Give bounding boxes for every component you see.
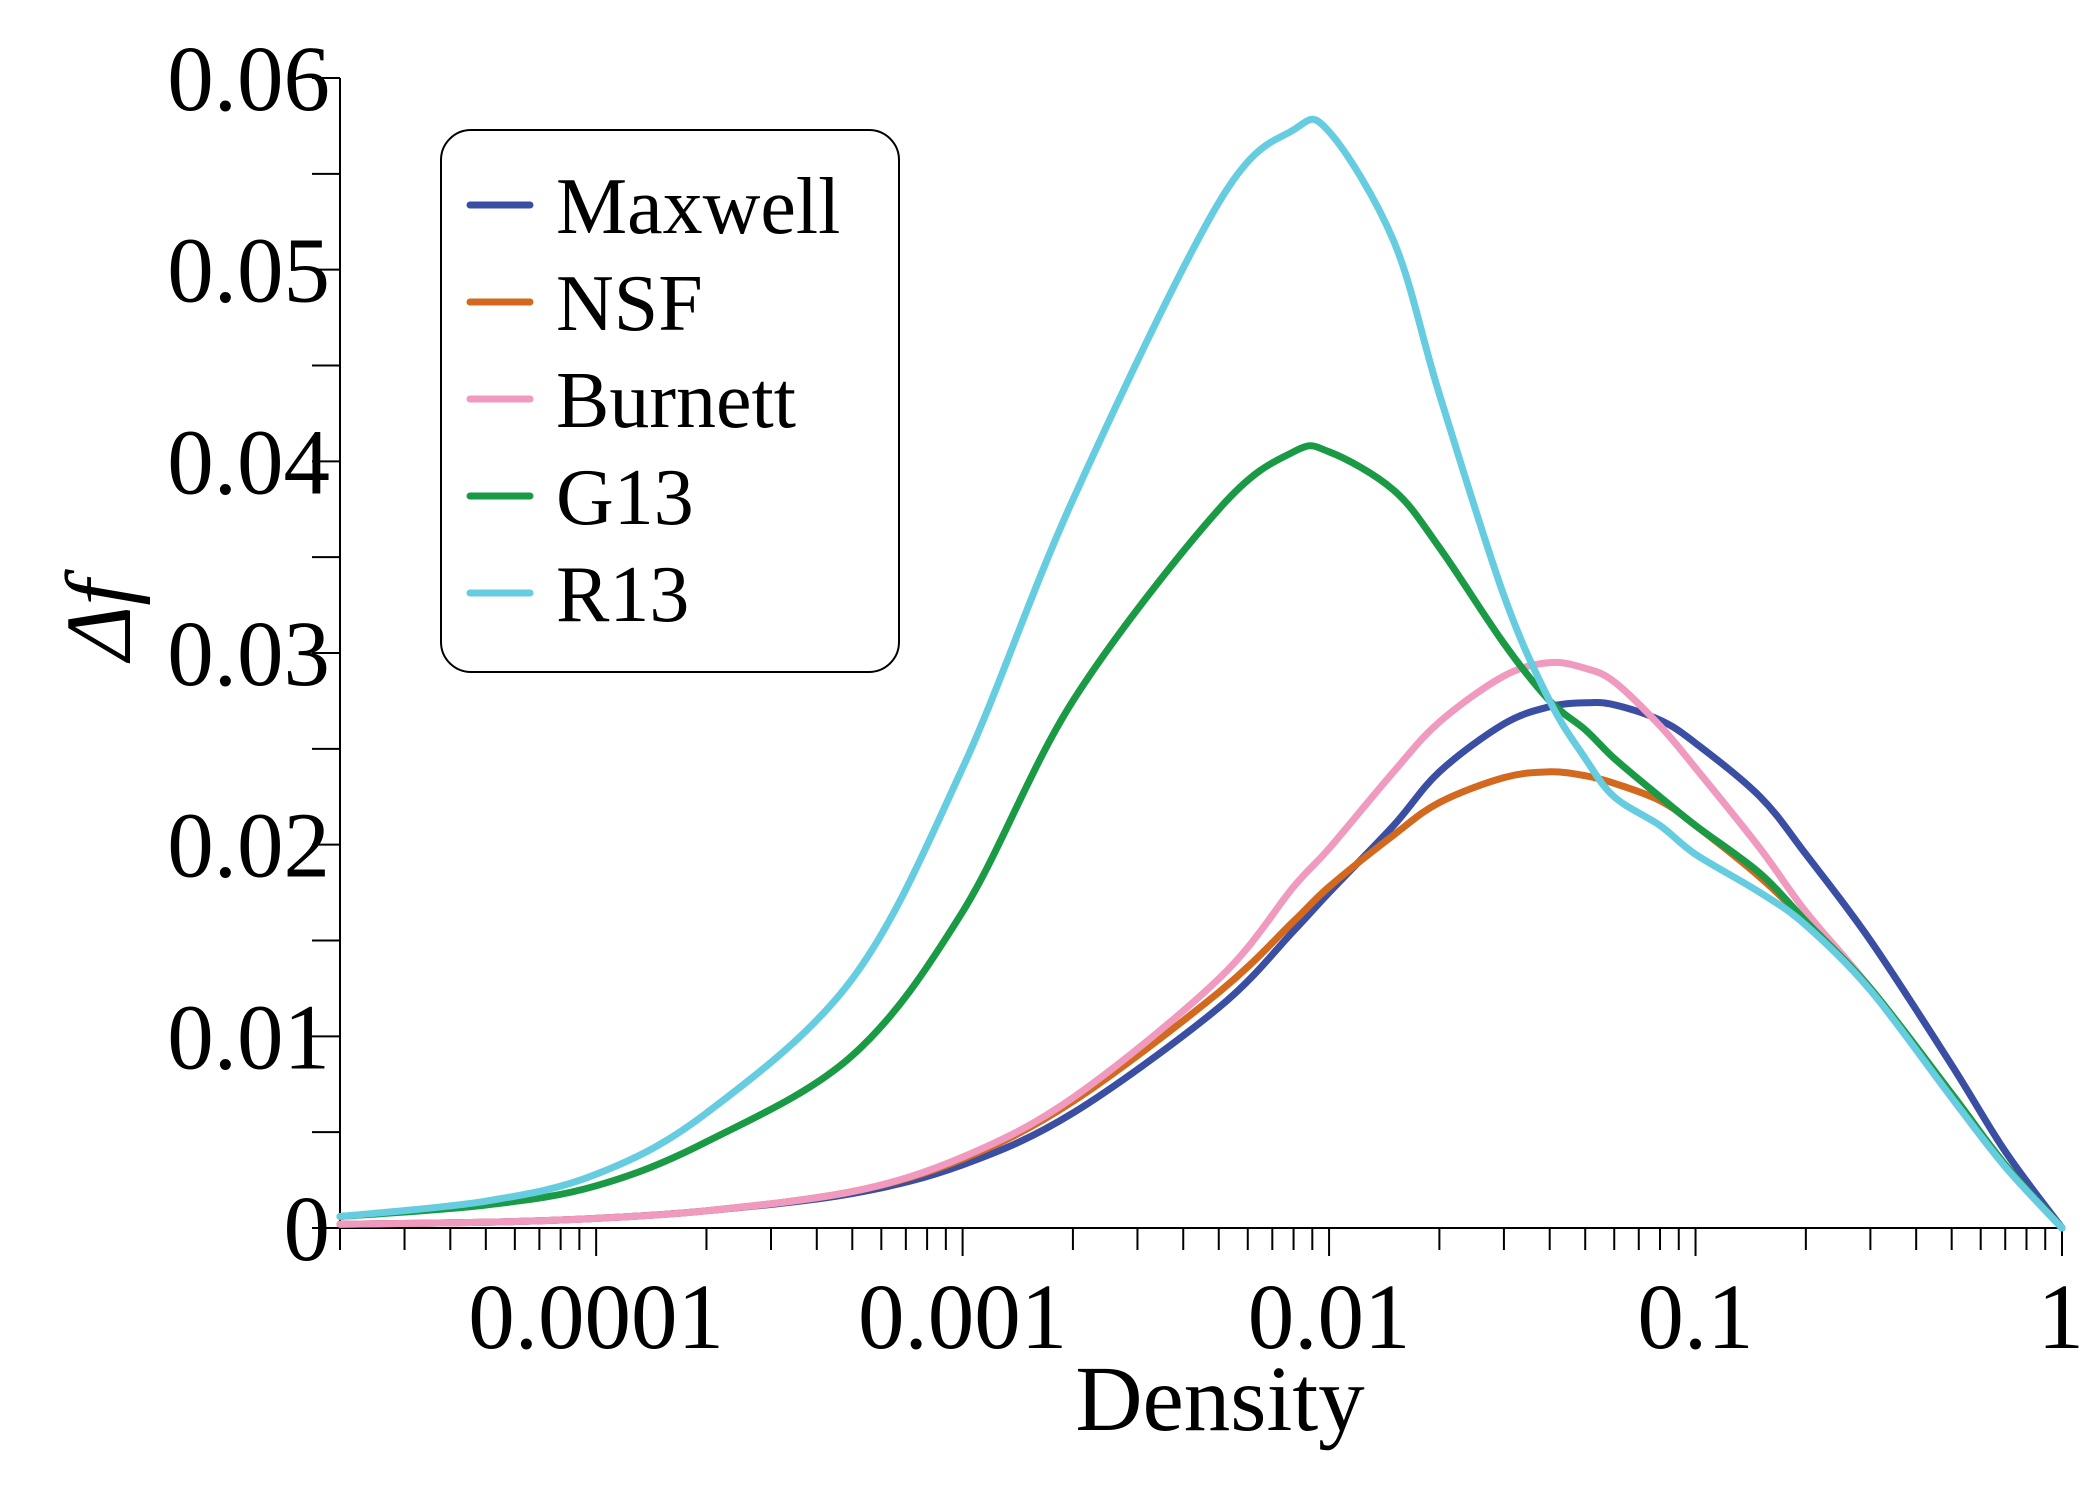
x-tick-label: 0.0001: [468, 1266, 724, 1369]
y-ticks: 0 0.01 0.02 0.03 0.04 0.05 0.06: [167, 28, 340, 1281]
x-tick-label: 0.01: [1248, 1266, 1411, 1369]
legend: Maxwell NSF Burnett G13 R13: [440, 129, 900, 673]
x-ticks: 0.0001 0.001 0.01 0.1 1: [339, 1228, 2082, 1369]
series-line-r13: [336, 115, 2066, 1232]
y-axis-title: Δf: [48, 569, 151, 665]
legend-label-burnett: Burnett: [556, 357, 796, 445]
legend-label-g13: G13: [556, 454, 694, 542]
series-group: [336, 115, 2066, 1232]
x-axis-title: Density: [1075, 1348, 1365, 1451]
y-tick-label: 0.03: [167, 603, 330, 706]
x-tick-label: 0.1: [1637, 1266, 1753, 1369]
legend-label-nsf: NSF: [556, 260, 703, 348]
y-tick-label: 0.05: [167, 220, 330, 323]
y-tick-label: 0.01: [167, 986, 330, 1089]
y-tick-label: 0.04: [167, 411, 330, 514]
legend-label-r13: R13: [556, 551, 689, 639]
series-line-maxwell: [336, 699, 2066, 1232]
y-tick-label: 0.06: [167, 28, 330, 131]
series-line-burnett: [336, 658, 2066, 1232]
y-tick-label: 0.02: [167, 795, 330, 898]
y-tick-label: 0: [284, 1178, 331, 1281]
x-tick-label: 1: [2038, 1266, 2082, 1369]
legend-box: [440, 129, 900, 673]
legend-label-maxwell: Maxwell: [556, 163, 840, 251]
x-tick-label: 0.001: [858, 1266, 1067, 1369]
